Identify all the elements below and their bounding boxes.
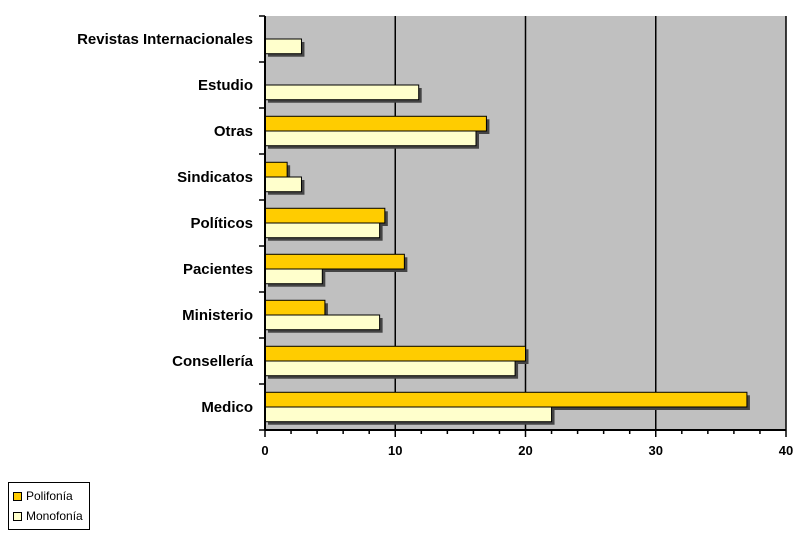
axes	[259, 15, 787, 437]
category-label: Pacientes	[183, 261, 253, 278]
bar	[264, 345, 526, 362]
legend-swatch-polifonia	[13, 491, 22, 501]
legend-swatch-monofonia	[13, 511, 22, 521]
bar	[264, 38, 302, 55]
bar	[264, 406, 553, 423]
bar	[264, 176, 302, 193]
bar	[264, 161, 288, 178]
legend-label-polifonia: Polifonía	[26, 489, 73, 503]
bar	[264, 268, 323, 285]
legend-label-monofonia: Monofonía	[26, 509, 83, 523]
category-label: Revistas Internacionales	[77, 31, 253, 48]
bar	[264, 207, 386, 224]
x-tick-label: 30	[649, 443, 663, 458]
bars-group	[264, 38, 750, 425]
legend: Polifonía Monofonía	[8, 482, 90, 530]
x-tick-label: 40	[779, 443, 793, 458]
category-label: Otras	[214, 123, 253, 140]
bar	[264, 360, 516, 377]
bar	[264, 115, 487, 132]
category-label: Medico	[201, 399, 253, 416]
bar	[264, 84, 420, 101]
x-tick-labels: 0 10 20 30 40	[261, 443, 793, 458]
bar	[264, 299, 326, 316]
bar	[264, 130, 477, 147]
bar	[264, 391, 748, 408]
bar	[264, 253, 405, 270]
bar-chart: Revistas Internacionales Estudio Otras Sind…	[77, 15, 793, 458]
bar	[264, 314, 381, 331]
legend-item-monofonia: Monofonía	[13, 506, 83, 526]
category-label: Ministerio	[182, 307, 253, 324]
category-labels: Revistas Internacionales Estudio Otras Sind…	[77, 31, 254, 416]
x-tick-label: 20	[518, 443, 532, 458]
category-label: Estudio	[198, 77, 253, 94]
legend-item-polifonia: Polifonía	[13, 486, 83, 506]
category-label: Políticos	[190, 215, 253, 232]
x-tick-label: 10	[388, 443, 402, 458]
bar	[264, 222, 381, 239]
category-label: Consellería	[172, 353, 254, 370]
category-label: Sindicatos	[177, 169, 253, 186]
x-tick-label: 0	[261, 443, 268, 458]
